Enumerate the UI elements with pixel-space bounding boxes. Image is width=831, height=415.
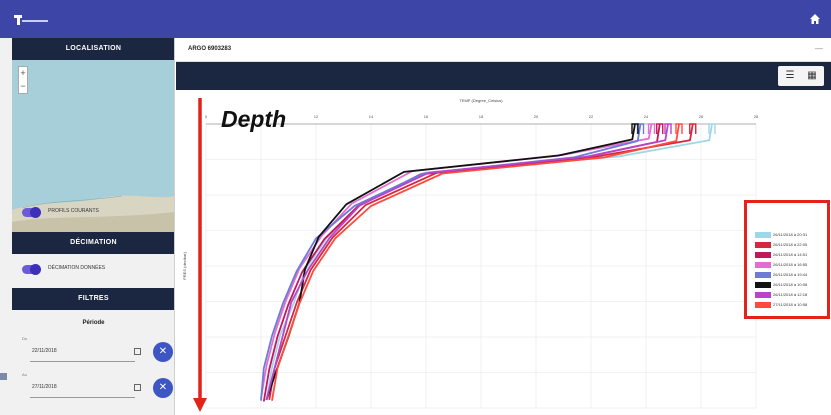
x-tick-label: 20 [534,114,539,119]
x-tick-label: 12 [314,114,319,119]
calendar-icon[interactable] [134,348,141,355]
app-header [0,0,831,38]
x-tick-label: 18 [479,114,484,119]
map-land [12,195,174,236]
legend-swatch [755,262,771,268]
map-zoom-control[interactable]: + − [18,66,28,94]
date-to-underline [30,397,135,398]
x-tick-label: 26 [699,114,704,119]
decimation-toggle[interactable] [22,264,41,275]
legend-label: 26/11/2018 à 19:44 [773,272,808,277]
clear-date-to-button[interactable]: ✕ [153,378,173,398]
x-tick-label: 16 [424,114,429,119]
chart-toolbar [176,62,831,90]
surface-marker [675,123,683,134]
legend-swatch [755,282,771,288]
series-line[interactable] [260,123,653,399]
panel-collapse-handle[interactable] [0,373,7,380]
x-tick-label: 28 [754,114,759,119]
legend-item[interactable]: 26/11/2018 à 22:05 [755,241,829,249]
series-line[interactable] [265,123,713,401]
surface-markers [631,123,716,134]
legend-item[interactable]: 26/11/2018 à 20:31 [755,231,829,239]
home-icon[interactable] [809,13,821,25]
legend-label: 26/11/2018 à 16:55 [773,262,808,267]
legend-swatch [755,272,771,278]
legend-item[interactable]: 26/11/2018 à 16:55 [755,261,829,269]
decimation-header: DÉCIMATION [12,232,174,254]
legend-item[interactable]: 27/11/2018 à 10:58 [755,301,829,309]
profile-toggle-row: PROFILS COURANTS [12,203,174,223]
profile-toggle[interactable] [22,207,41,218]
decimation-toggle-row: DÉCIMATION DONNÉES [12,260,174,280]
location-map[interactable]: + − [12,60,174,236]
x-tick-label: 22 [589,114,594,119]
period-label: Période [82,320,105,326]
filters-header: FILTRES [12,288,174,310]
surface-marker [656,123,664,134]
x-tick-label: 10 [259,114,264,119]
legend-item[interactable]: 26/11/2018 à 14:51 [755,251,829,259]
legend-label: 26/11/2018 à 10:08 [773,282,808,287]
minimize-button[interactable]: — [815,44,823,53]
series-line[interactable] [260,123,642,401]
legend-swatch [755,242,771,248]
surface-marker [647,123,656,134]
profile-toggle-label: PROFILS COURANTS [48,208,99,214]
x-axis-label: TEMP (Degree_Celsius) [459,98,503,103]
x-tick-label: 24 [644,114,649,119]
date-to-row: Au 27/11/2018 ✕ [12,372,174,400]
legend-swatch [755,292,771,298]
legend-label: 27/11/2018 à 10:58 [773,302,808,307]
y-axis-label: PRES (decibar) [182,251,187,279]
legend-label: 26/11/2018 à 12:18 [773,292,808,297]
legend-label: 26/11/2018 à 20:31 [773,232,808,237]
depth-arrow [193,98,207,412]
x-tick-label: 14 [369,114,374,119]
surface-marker [689,123,697,134]
series-line[interactable] [265,123,669,401]
legend-label: 26/11/2018 à 14:51 [773,252,808,257]
view-toggle: ☰ ▦ [778,66,824,86]
legend-item[interactable]: 26/11/2018 à 10:08 [755,281,829,289]
sidebar: LOCALISATION + − PROFILS COURANTS DÉCIMA… [0,38,175,415]
chart-series [260,123,713,402]
legend-item[interactable]: 26/11/2018 à 19:44 [755,271,829,279]
legend-item[interactable]: 26/11/2018 à 12:18 [755,291,829,299]
date-to-input[interactable]: 27/11/2018 [32,384,57,390]
surface-marker [664,123,672,134]
grid-view-icon[interactable]: ▦ [807,70,817,81]
chart-legend[interactable]: 26/11/2018 à 20:31 26/11/2018 à 22:05 26/1… [744,200,830,319]
x-axis-ticks: 0 10 12 14 16 18 20 22 24 26 28 [205,114,759,119]
date-from-input[interactable]: 22/11/2018 [32,348,57,354]
legend-swatch [755,232,771,238]
date-from-row: Du 22/11/2018 ✕ [12,336,174,364]
calendar-icon[interactable] [134,384,141,391]
main-title-bar: ARGO 6903283 — [176,38,831,62]
zoom-out-icon[interactable]: − [20,81,26,91]
date-to-label: Au [22,372,27,377]
clear-date-from-button[interactable]: ✕ [153,342,173,362]
legend-swatch [755,302,771,308]
localisation-header: LOCALISATION [12,38,174,60]
legend-swatch [755,252,771,258]
x-tick-label: 0 [205,114,208,119]
date-from-underline [30,361,135,362]
depth-annotation: Depth [221,106,287,132]
surface-marker [708,123,716,134]
date-from-label: Du [22,336,28,341]
profile-chart: TEMP (Degree_Celsius) PRES (decibar) 0 10… [182,98,759,412]
zoom-in-icon[interactable]: + [20,68,26,78]
legend-label: 26/11/2018 à 22:05 [773,242,808,247]
series-line[interactable] [271,123,680,401]
list-view-icon[interactable]: ☰ [785,70,795,81]
surface-marker [631,123,639,134]
decimation-toggle-label: DÉCIMATION DONNÉES [48,265,106,271]
app-logo[interactable] [14,13,54,27]
series-line[interactable] [268,123,694,401]
page-title: ARGO 6903283 [188,46,232,52]
series-line[interactable] [265,123,636,401]
